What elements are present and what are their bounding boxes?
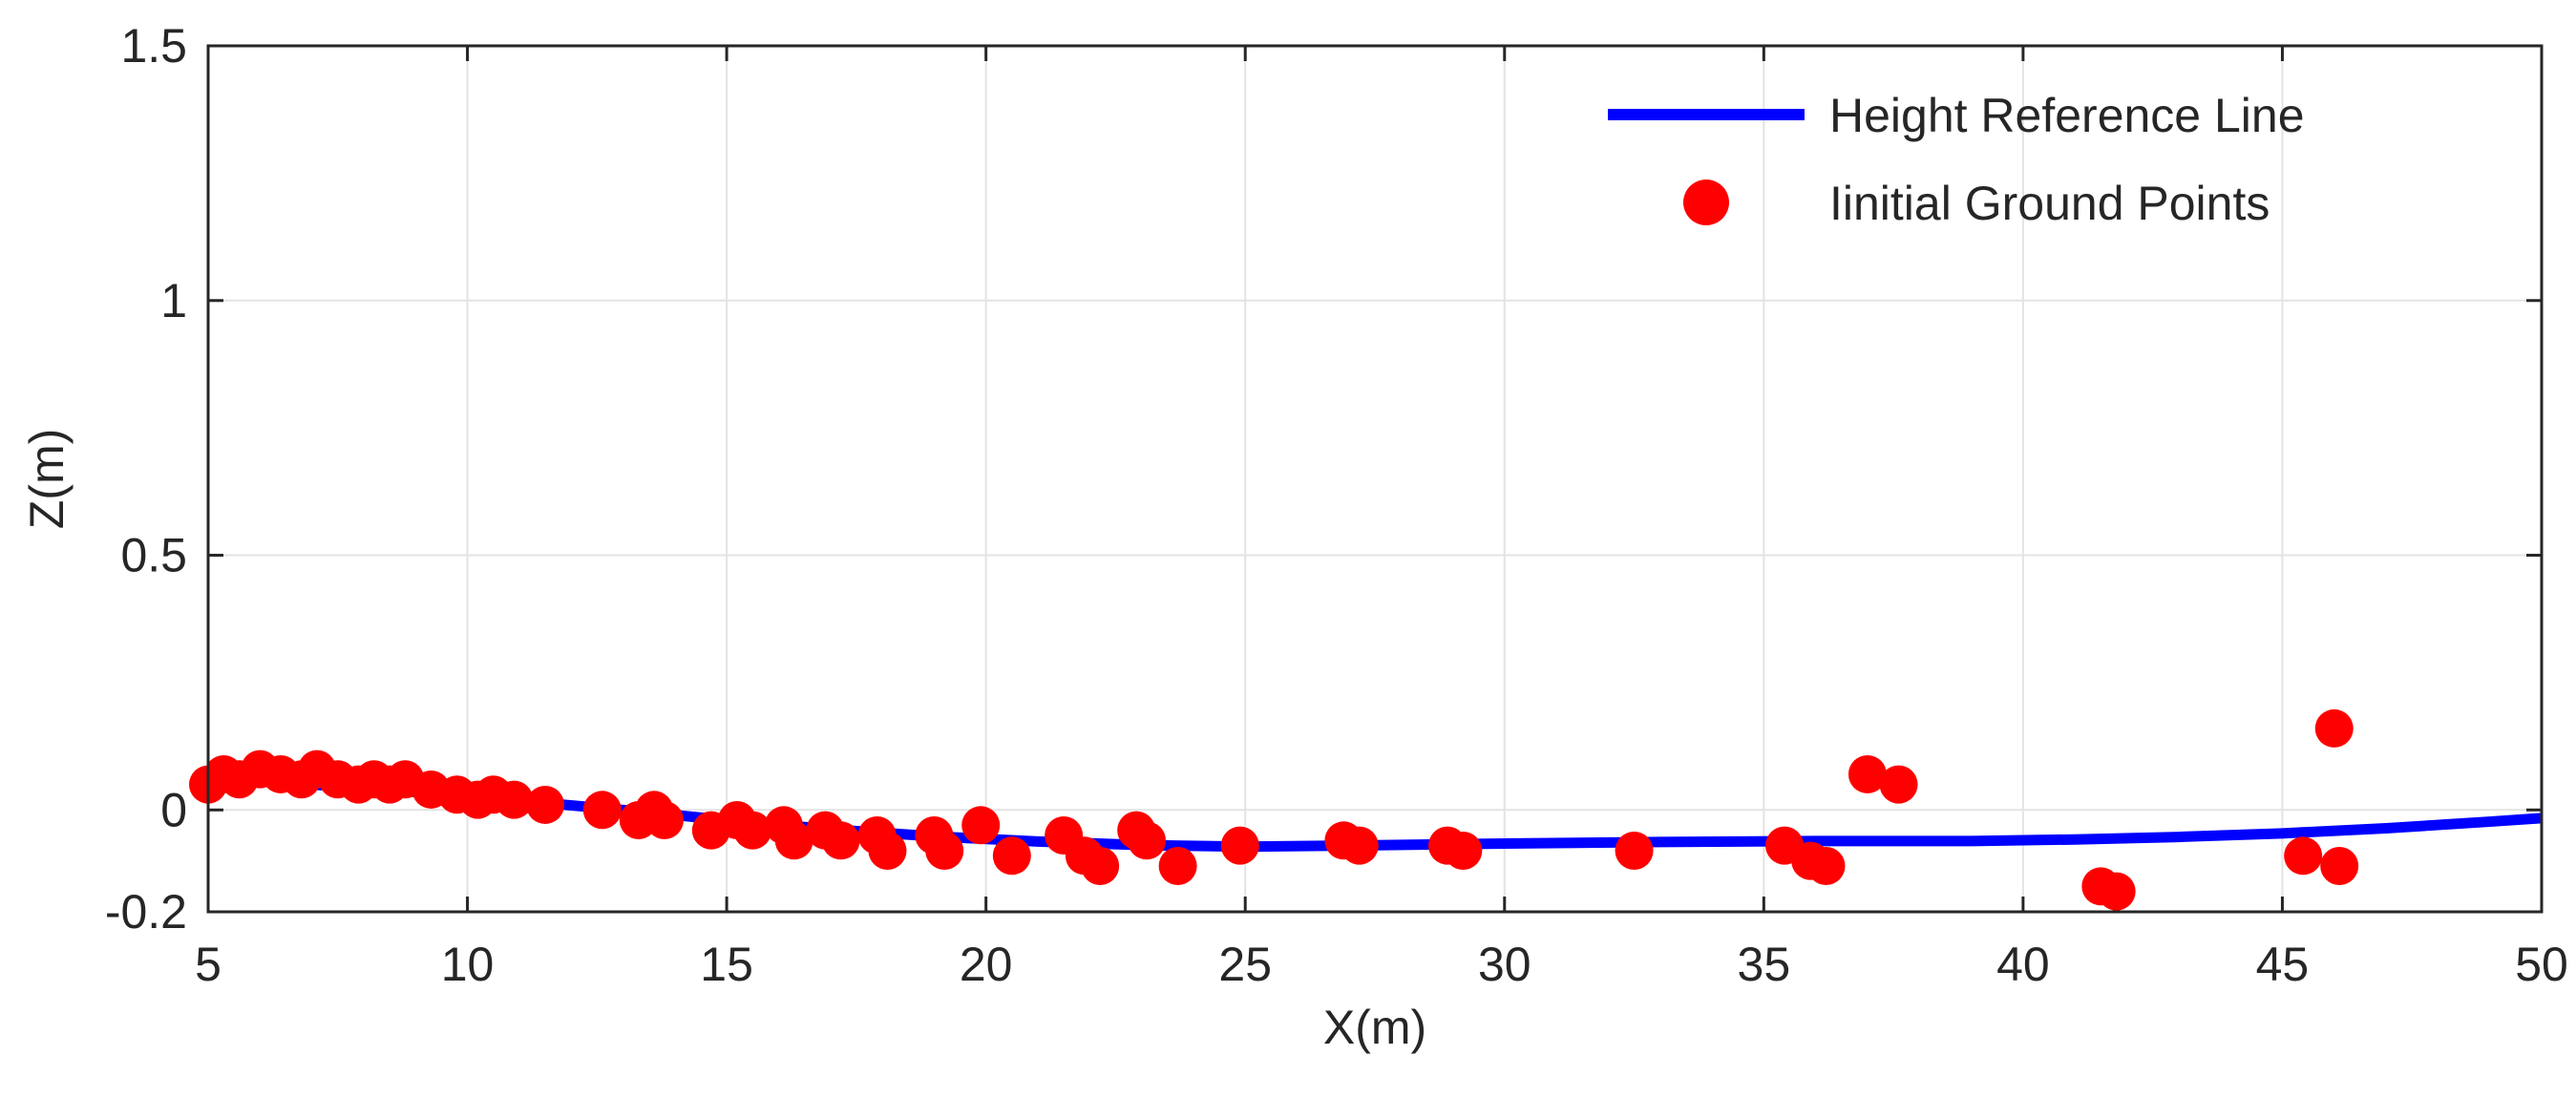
ground-point [1444,831,1483,870]
legend: Height Reference Line Iinitial Ground Po… [1608,89,2305,230]
ground-point [582,791,622,830]
ground-point [1848,754,1887,793]
x-tick-label: 45 [2256,938,2310,991]
ground-point [526,785,565,824]
plot-area [189,708,2543,911]
legend-label-ground-points: Iinitial Ground Points [1829,177,2270,230]
x-tick-label: 35 [1738,938,1791,991]
ground-point [1220,826,1259,865]
y-tick-label: -0.2 [105,885,187,939]
axis-ticks: 5 10 15 20 25 30 35 40 45 50 -0.2 0 0.5 1 1.5 [105,19,2568,991]
ground-point [1340,826,1379,865]
ground-point [1879,765,1918,804]
y-tick-label: 1 [160,274,187,327]
ground-point [2314,708,2354,748]
ground-point [868,831,907,870]
x-tick-label: 20 [960,938,1013,991]
ground-point [1806,846,1846,885]
ground-point [1081,846,1120,885]
ground-point [2284,836,2323,876]
x-tick-label: 50 [2515,938,2568,991]
ground-point [1158,846,1197,885]
ground-point [925,831,964,870]
legend-label-reference-line: Height Reference Line [1829,89,2305,142]
x-tick-label: 25 [1218,938,1272,991]
ground-point [495,780,534,819]
ground-point [2097,872,2136,911]
x-tick-label: 15 [700,938,753,991]
x-axis-label: X(m) [1323,1001,1426,1054]
y-tick-label: 1.5 [120,19,187,73]
axes-frame [206,44,2544,914]
ground-point [2320,846,2359,885]
ground-point [644,800,684,839]
ground-point [1615,831,1654,870]
x-tick-label: 30 [1478,938,1531,991]
ground-point [961,806,1001,845]
series-line-reference [207,771,2543,853]
ground-point [992,836,1031,876]
x-tick-label: 10 [441,938,495,991]
x-tick-label: 40 [1996,938,2050,991]
ground-point [774,821,813,860]
x-tick-label: 5 [195,938,222,991]
ground-point [733,811,772,850]
y-axis-label: Z(m) [20,429,74,530]
y-tick-label: 0.5 [120,529,187,582]
ground-point [1128,821,1167,860]
legend-point-swatch [1683,179,1729,225]
ground-point [821,821,860,860]
y-tick-label: 0 [160,783,187,836]
